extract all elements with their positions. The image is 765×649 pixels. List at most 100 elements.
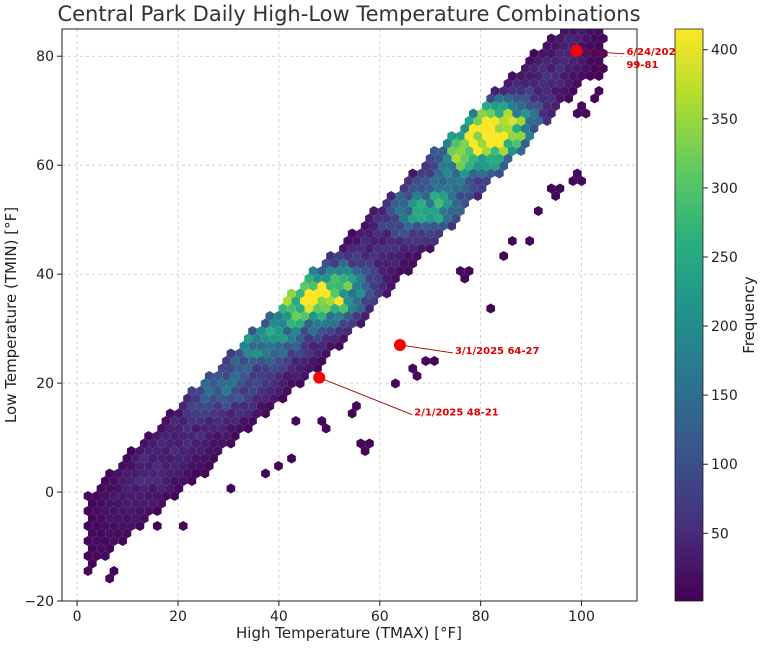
hexbin-cell xyxy=(559,29,569,36)
hexbin-cell xyxy=(598,63,608,74)
hexbin-cell xyxy=(243,393,253,404)
hexbin-cell xyxy=(313,363,322,374)
hexbin-cell xyxy=(330,303,340,314)
hexbin-cell xyxy=(542,56,552,66)
hexbin-cell xyxy=(161,476,171,486)
hexbin-cell xyxy=(382,198,392,209)
hexbin-cell xyxy=(568,56,578,66)
hexbin-cell xyxy=(417,168,426,179)
hexbin-cell xyxy=(473,131,483,141)
hexbin-cell xyxy=(200,438,210,449)
hexbin-cell xyxy=(546,93,556,104)
hexbin-cell xyxy=(196,401,205,411)
hexbin-cell xyxy=(200,453,210,464)
hexbin-cell xyxy=(226,393,236,404)
hexbin-cell xyxy=(533,101,543,111)
hexbin-cell xyxy=(321,423,331,434)
hexbin-cell xyxy=(187,401,197,411)
hexbin-cell xyxy=(287,363,296,374)
hexbin-cell xyxy=(451,138,461,149)
hexbin-cell xyxy=(434,168,444,179)
hexbin-cell xyxy=(499,161,508,171)
hexbin-cell xyxy=(434,198,444,209)
hexbin-cell xyxy=(265,341,275,351)
hexbin-cell xyxy=(282,326,292,336)
hexbin-cell xyxy=(122,468,132,479)
hexbin-cell xyxy=(347,243,357,254)
hexbin-cell xyxy=(585,56,595,66)
hexbin-cell xyxy=(482,176,491,186)
hexbin-cell xyxy=(191,408,201,419)
hexbin-cell xyxy=(378,206,387,216)
hexbin-cell xyxy=(178,446,188,456)
hexbin-cell xyxy=(334,281,344,291)
hexbin-cell xyxy=(373,258,383,269)
hexbin-cell xyxy=(222,416,231,426)
hexbin-cell xyxy=(516,86,526,96)
hexbin-cell xyxy=(183,393,192,404)
hexbin-cell xyxy=(261,318,270,329)
hexbin-cell xyxy=(161,461,171,471)
hexbin-cell xyxy=(265,326,275,336)
hexbin-cell xyxy=(200,408,210,419)
hexbin-cell xyxy=(356,228,366,239)
hexbin-cell xyxy=(581,108,591,119)
hexbin-cell xyxy=(499,131,508,141)
hexbin-cell xyxy=(434,228,444,239)
hexbin-cell xyxy=(118,536,127,546)
hexbin-cell xyxy=(122,528,132,539)
hexbin-cell xyxy=(525,86,534,96)
hexbin-cell xyxy=(356,288,366,299)
hexbin-cell xyxy=(135,521,145,531)
hexbin-cell xyxy=(360,311,370,321)
hexbin-cell xyxy=(235,348,244,359)
hexbin-cell xyxy=(282,296,292,306)
hexbin-cell xyxy=(512,123,521,134)
hexbin-cell xyxy=(347,288,357,299)
hexbin-cell xyxy=(239,386,249,396)
hexbin-cell xyxy=(412,206,422,216)
hexbin-cell xyxy=(317,341,327,351)
hexbin-cell xyxy=(391,243,400,254)
hexbin-cell xyxy=(477,153,487,164)
hexbin-cell xyxy=(360,266,370,276)
hexbin-cell xyxy=(425,228,435,239)
hexbin-cell xyxy=(334,326,344,336)
hexbin-cell xyxy=(546,78,556,89)
hexbin-cell xyxy=(434,153,444,164)
hexbin-cell xyxy=(451,183,461,194)
hexbin-cell xyxy=(239,416,249,426)
hexbin-cell xyxy=(170,476,179,486)
hexbin-cell xyxy=(577,71,586,81)
hexbin-cell xyxy=(456,206,465,216)
hexbin-cell xyxy=(235,363,244,374)
hexbin-cell xyxy=(555,93,565,104)
hexbin-cell xyxy=(287,318,296,329)
hexbin-cell xyxy=(209,408,218,419)
hexbin-cell xyxy=(343,326,353,336)
hexbin-cell xyxy=(222,356,231,366)
hexbin-cell xyxy=(291,326,301,336)
hexbin-cell xyxy=(135,446,145,456)
hexbin-cell xyxy=(469,108,478,119)
hexbin-cell xyxy=(139,483,149,494)
hexbin-cell xyxy=(109,506,119,516)
hexbin-cell xyxy=(347,318,357,329)
hexbin-cell xyxy=(278,303,288,314)
hexbin-cell xyxy=(352,266,361,276)
hexbin-cell xyxy=(568,71,578,81)
hexbin-cell xyxy=(417,228,426,239)
hexbin-cell xyxy=(425,183,435,194)
hexbin-cell xyxy=(317,326,327,336)
colorbar-tick-label: 200 xyxy=(711,319,738,335)
hexbin-cell xyxy=(330,333,340,344)
hexbin-cell xyxy=(191,438,201,449)
hexbin-cell xyxy=(304,363,314,374)
hexbin-cell xyxy=(317,416,327,426)
hexbin-cell xyxy=(256,371,266,381)
hexbin-cell xyxy=(577,29,586,36)
hexbin-cell xyxy=(365,258,374,269)
hexbin-cell xyxy=(352,251,361,261)
hexbin-cell xyxy=(399,243,409,254)
hexbin-cell xyxy=(174,423,184,434)
